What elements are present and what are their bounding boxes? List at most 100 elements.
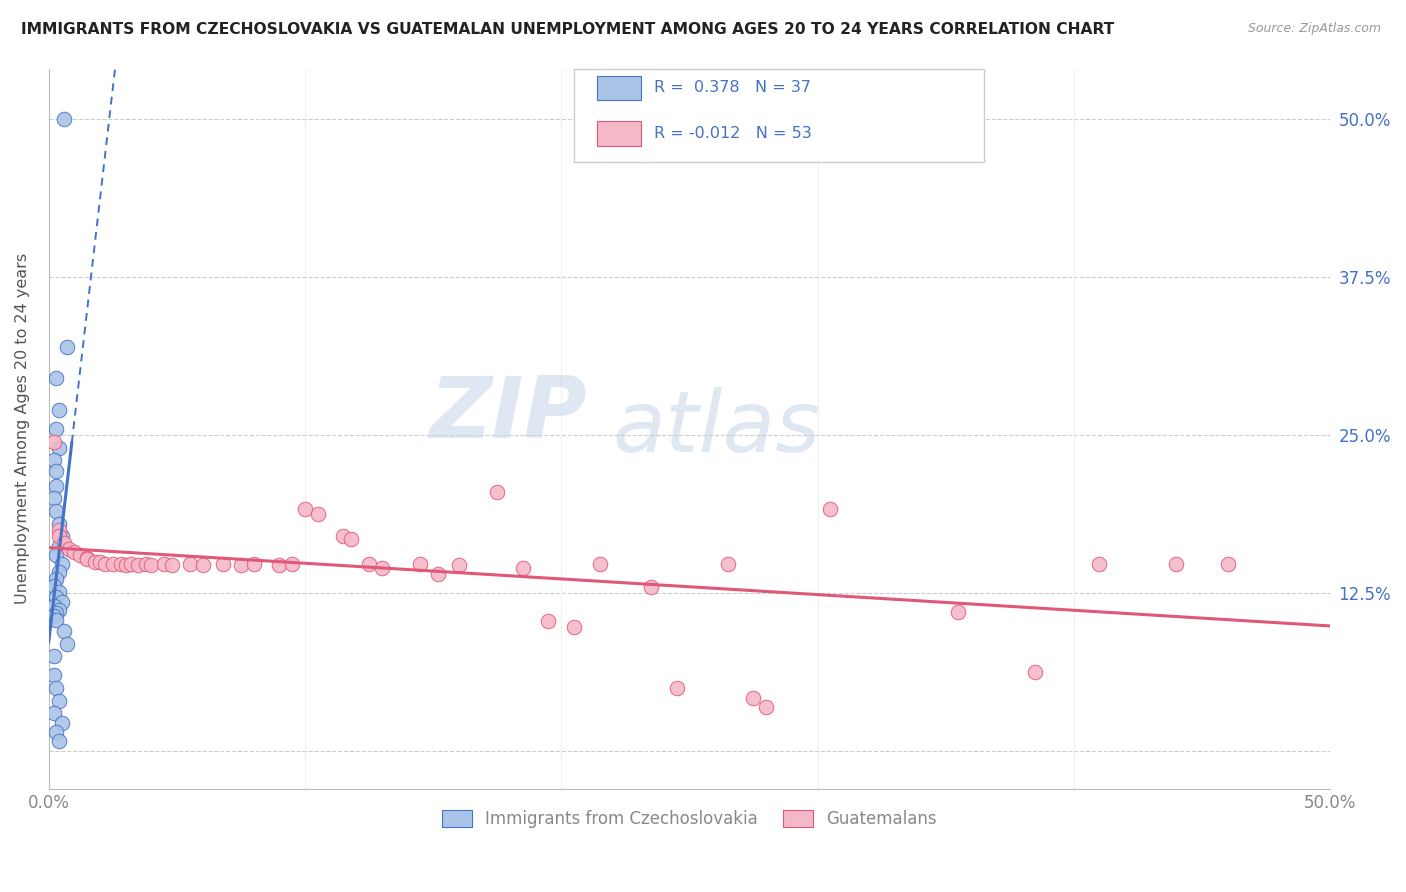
Text: IMMIGRANTS FROM CZECHOSLOVAKIA VS GUATEMALAN UNEMPLOYMENT AMONG AGES 20 TO 24 YE: IMMIGRANTS FROM CZECHOSLOVAKIA VS GUATEM… (21, 22, 1115, 37)
Point (42, 649, 65, 664)
Point (307, 507, 329, 521)
Point (269, 558, 291, 573)
Point (114, 558, 136, 573)
Point (63, 544, 86, 558)
Point (110, 557, 132, 571)
Point (153, 557, 176, 571)
Point (45, 681, 67, 695)
Point (101, 557, 124, 571)
Point (48, 585, 70, 599)
Point (76, 550, 98, 565)
Point (294, 501, 316, 516)
Text: R = -0.012   N = 53: R = -0.012 N = 53 (654, 126, 811, 141)
Point (160, 558, 183, 573)
Point (48, 529, 70, 543)
Point (42, 668, 65, 682)
Point (45, 725, 67, 739)
Point (717, 557, 740, 571)
Point (537, 614, 560, 628)
Point (242, 557, 264, 571)
Point (332, 529, 354, 543)
Point (45, 504, 67, 518)
Point (45, 464, 67, 478)
Point (141, 558, 163, 573)
Point (486, 485, 509, 500)
Point (120, 557, 142, 571)
Point (76, 552, 98, 566)
Point (58, 541, 80, 556)
Point (45, 479, 67, 493)
Point (69, 549, 91, 563)
Point (48, 403, 70, 417)
Point (179, 557, 201, 571)
Text: Source: ZipAtlas.com: Source: ZipAtlas.com (1247, 22, 1381, 36)
Point (409, 557, 432, 571)
Point (48, 734, 70, 748)
Point (42, 453, 65, 467)
Point (42, 609, 65, 624)
Point (357, 557, 380, 571)
Point (229, 558, 252, 573)
Point (562, 620, 585, 634)
Point (51, 529, 73, 543)
Point (447, 558, 470, 573)
Point (42, 706, 65, 721)
Point (48, 602, 70, 616)
Point (48, 540, 70, 554)
Point (45, 422, 67, 436)
Point (640, 580, 662, 594)
Point (53, 112, 76, 127)
Point (83, 555, 105, 569)
Text: atlas: atlas (613, 387, 821, 470)
Point (45, 371, 67, 385)
Point (48, 523, 70, 537)
Point (45, 613, 67, 627)
Point (742, 691, 765, 706)
Y-axis label: Unemployment Among Ages 20 to 24 years: Unemployment Among Ages 20 to 24 years (15, 253, 30, 605)
Point (42, 599, 65, 613)
Point (1088, 557, 1111, 571)
Point (135, 557, 157, 571)
Point (1024, 665, 1046, 679)
Point (948, 605, 970, 619)
Point (53, 535, 76, 549)
Point (340, 532, 363, 546)
Point (48, 441, 70, 455)
Point (45, 607, 67, 621)
Point (371, 561, 394, 575)
Point (48, 565, 70, 579)
Point (53, 624, 76, 639)
Point (94, 557, 117, 571)
Legend: Immigrants from Czechoslovakia, Guatemalans: Immigrants from Czechoslovakia, Guatemal… (436, 804, 943, 835)
Point (589, 557, 612, 571)
Point (45, 590, 67, 604)
Point (212, 557, 235, 571)
Point (820, 501, 842, 516)
FancyBboxPatch shape (598, 121, 641, 145)
Point (45, 572, 67, 586)
Point (55, 637, 77, 651)
Text: ZIP: ZIP (429, 373, 586, 456)
Text: R =  0.378   N = 37: R = 0.378 N = 37 (654, 80, 810, 95)
Point (665, 681, 688, 695)
Point (755, 700, 778, 714)
Point (42, 579, 65, 593)
Point (191, 558, 214, 573)
Point (89, 555, 111, 569)
Point (45, 549, 67, 563)
Point (51, 595, 73, 609)
Point (427, 567, 450, 582)
FancyBboxPatch shape (574, 69, 984, 162)
Point (127, 558, 149, 573)
FancyBboxPatch shape (598, 76, 641, 100)
Point (51, 716, 73, 731)
Point (48, 516, 70, 531)
Point (1216, 557, 1239, 571)
Point (42, 434, 65, 449)
Point (512, 561, 534, 575)
Point (42, 491, 65, 506)
Point (51, 557, 73, 571)
Point (48, 694, 70, 708)
Point (281, 557, 304, 571)
Point (55, 340, 77, 354)
